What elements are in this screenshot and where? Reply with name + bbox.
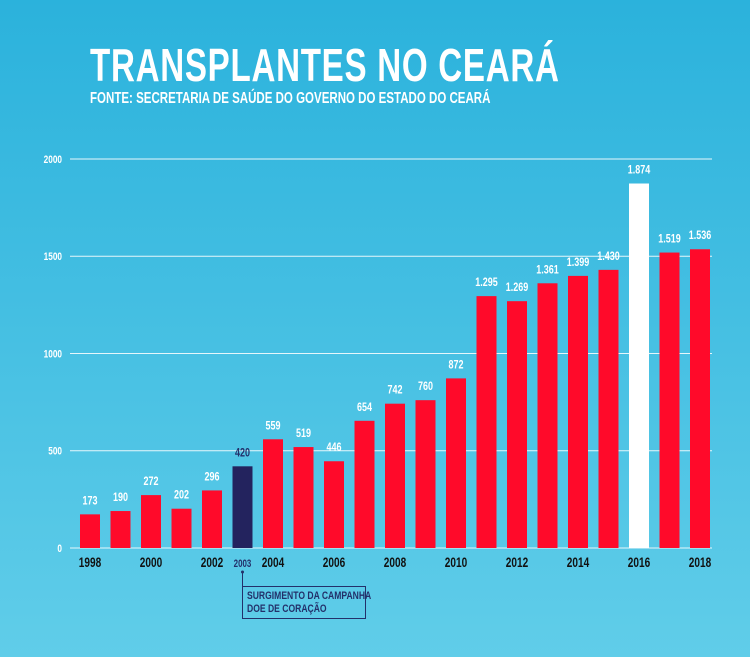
bar-2012: [507, 301, 527, 548]
x-tick-label: 2002: [201, 554, 224, 570]
annotation-dot: [241, 570, 244, 574]
bar-2014: [568, 275, 588, 548]
y-tick-label: 1000: [44, 348, 62, 360]
value-label: 872: [448, 358, 463, 372]
bar-2018: [690, 249, 710, 549]
bar-2006: [324, 461, 344, 548]
value-label: 420: [235, 446, 250, 460]
value-label: 1.874: [628, 163, 651, 177]
bar-2015: [598, 269, 619, 548]
y-tick-label: 0: [57, 543, 62, 555]
bar-2004: [263, 439, 283, 548]
value-label: 446: [326, 441, 341, 455]
value-label: 272: [143, 475, 158, 489]
value-label: 742: [387, 383, 402, 397]
x-tick-label: 2018: [689, 554, 712, 570]
bar-2005: [293, 447, 314, 548]
value-label: 173: [82, 494, 97, 508]
value-label: 1.361: [536, 263, 559, 277]
y-tick-label: 1500: [44, 251, 62, 263]
x-tick-label: 2000: [140, 554, 163, 570]
bar-2008: [385, 403, 405, 548]
y-tick-label: 500: [48, 446, 62, 458]
x-tick-label: 2008: [384, 554, 407, 570]
value-label: 559: [265, 419, 280, 433]
bar-2000: [141, 495, 161, 548]
x-tick-label: 2010: [445, 554, 468, 570]
bar-2009: [415, 400, 436, 548]
bar-2011: [476, 296, 497, 548]
x-tick-label: 2006: [323, 554, 346, 570]
x-tick-label: 2004: [262, 554, 285, 570]
value-label: 1.430: [597, 250, 620, 264]
bar-2003: [232, 466, 253, 548]
value-label: 1.269: [506, 281, 529, 295]
x-tick-label: 2012: [506, 554, 529, 570]
bar-2001: [171, 508, 192, 548]
bar-2007: [354, 420, 375, 548]
value-label: 1.536: [689, 229, 712, 243]
value-label: 1.399: [567, 256, 590, 270]
chart-title: TRANSPLANTES NO CEARÁ: [90, 39, 560, 91]
x-tick-label: 2016: [628, 554, 651, 570]
annotation-line: SURGIMENTO DA CAMPANHA: [247, 590, 372, 602]
bar-2013: [537, 283, 558, 548]
bar-1998: [80, 514, 100, 548]
value-label: 1.295: [475, 276, 498, 290]
value-label: 519: [296, 427, 311, 441]
chart-subtitle: FONTE: SECRETARIA DE SAÚDE DO GOVERNO DO…: [90, 90, 491, 107]
bar-2010: [446, 378, 466, 548]
bar-2002: [202, 490, 222, 548]
bar-2016: [629, 183, 649, 548]
x-tick-label: 1998: [79, 554, 102, 570]
x-tick-label: 2014: [567, 554, 590, 570]
annotation-box: SURGIMENTO DA CAMPANHA DOE DE CORAÇÃO: [242, 586, 372, 619]
value-label: 202: [174, 489, 189, 503]
value-label: 296: [204, 470, 219, 484]
bar-1999: [110, 511, 131, 548]
annotation-line: DOE DE CORAÇÃO: [247, 603, 327, 615]
bar-2017: [659, 252, 680, 548]
value-label: 1.519: [658, 232, 681, 246]
y-tick-label: 2000: [44, 154, 62, 166]
value-label: 190: [113, 491, 128, 505]
value-label: 654: [357, 401, 372, 415]
x-tick-label: 2003: [234, 558, 252, 571]
value-label: 760: [418, 380, 433, 394]
